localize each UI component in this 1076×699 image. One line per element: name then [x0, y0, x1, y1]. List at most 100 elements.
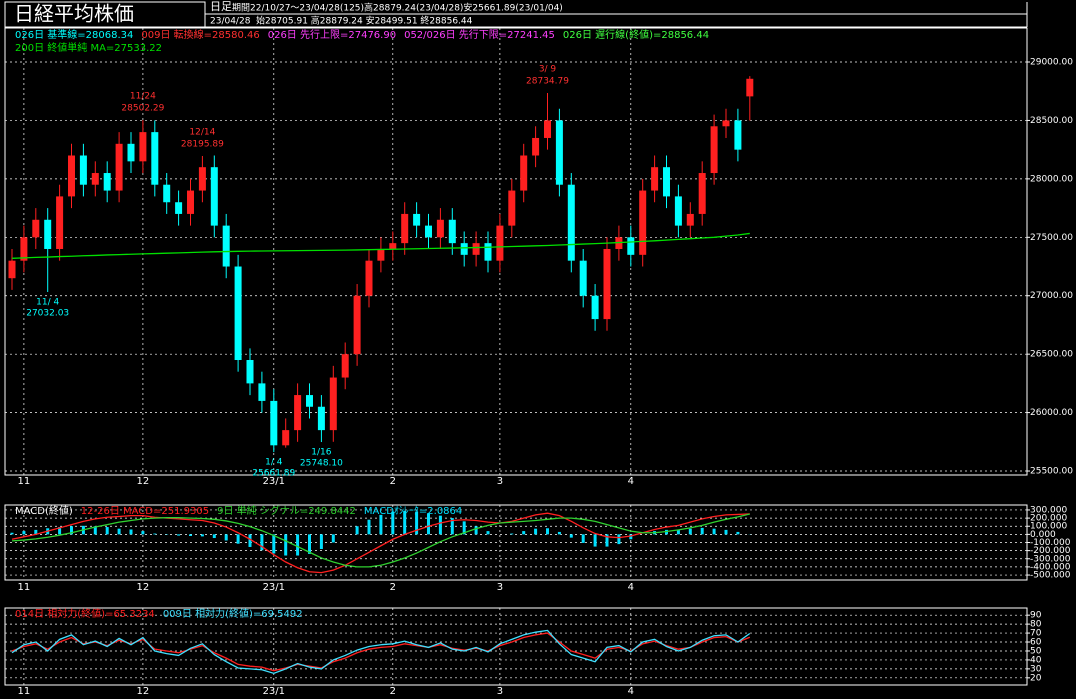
- candle-body: [674, 196, 682, 226]
- histogram-bar: [93, 526, 97, 535]
- candle-body: [401, 213, 409, 244]
- x-tick-label: 3: [497, 686, 503, 697]
- x-tick-label: 4: [628, 476, 634, 487]
- annotation-date: 12/14: [189, 127, 215, 137]
- histogram-bar: [415, 511, 419, 535]
- x-tick-label: 4: [628, 582, 634, 593]
- candle-body: [496, 225, 504, 261]
- x-tick-label: 23/1: [263, 686, 285, 697]
- histogram-bar: [712, 528, 716, 535]
- histogram-bar: [427, 513, 430, 535]
- y-tick-label: 26000.00: [1030, 408, 1073, 418]
- y-tick-label: 200.000: [1030, 514, 1067, 524]
- y-tick-label: 29000.00: [1030, 58, 1073, 68]
- candle-body: [365, 260, 373, 296]
- interval: 日足: [210, 0, 232, 13]
- y-tick-label: 28500.00: [1030, 116, 1073, 126]
- candle-body: [544, 120, 551, 138]
- y-tick-label: 50: [1030, 646, 1042, 656]
- annotation-date: 1/16: [311, 448, 331, 458]
- series-line: [11, 512, 750, 574]
- histogram-bar: [546, 528, 549, 535]
- legend-entry: 009日 相対力(終値)=69.5492: [163, 607, 303, 620]
- annotation-value: 28195.89: [181, 139, 224, 149]
- candle-body: [20, 237, 28, 261]
- histogram-bar: [70, 526, 73, 535]
- histogram-bar: [486, 531, 490, 535]
- histogram-bar: [319, 534, 323, 550]
- y-tick-label: -500.000: [1030, 571, 1071, 581]
- candle-body: [222, 225, 230, 267]
- candle-body: [746, 78, 754, 97]
- candle-body: [353, 295, 361, 355]
- x-tick-label: 4: [628, 686, 634, 697]
- legend-entry: 014日 相対力(終値)=65.3234: [15, 607, 155, 620]
- annotation-date: 11/24: [130, 92, 156, 102]
- histogram-bar: [355, 526, 359, 535]
- histogram-bar: [331, 534, 335, 543]
- histogram-bar: [129, 529, 133, 535]
- candle-body: [436, 219, 444, 238]
- histogram-bar: [617, 534, 621, 545]
- candle-body: [294, 395, 302, 431]
- x-tick-label: 12: [137, 686, 150, 697]
- y-tick-label: -400.000: [1030, 562, 1071, 572]
- candle-body: [329, 377, 337, 431]
- y-tick-label: 100.000: [1030, 522, 1067, 532]
- y-tick-label: 30: [1030, 664, 1042, 674]
- histogram-bar: [736, 531, 740, 535]
- candle-body: [710, 126, 718, 174]
- histogram-bar: [593, 534, 597, 547]
- candle-body: [8, 260, 16, 279]
- annotation-date: 3/ 9: [539, 65, 557, 75]
- candle-body: [425, 225, 432, 238]
- candle-body: [56, 196, 64, 249]
- x-tick-label: 23/1: [263, 476, 285, 487]
- candle-body: [567, 184, 575, 261]
- histogram-bar: [474, 526, 478, 535]
- histogram-bar: [117, 528, 121, 535]
- x-tick-label: 2: [390, 686, 396, 697]
- period: 期間22/10/27～23/04/28(125)高28879.24(23/04/…: [232, 2, 563, 14]
- histogram-bar: [200, 534, 204, 537]
- candle-body: [115, 143, 123, 191]
- histogram-bar: [557, 531, 561, 535]
- candle-body: [270, 400, 278, 446]
- histogram-bar: [688, 528, 692, 535]
- y-tick-label: -100.000: [1030, 538, 1071, 548]
- histogram-bar: [581, 534, 585, 543]
- x-tick-label: 11: [18, 686, 31, 697]
- histogram-bar: [724, 529, 728, 535]
- candle-body: [91, 173, 99, 185]
- x-tick-label: 11: [18, 476, 31, 487]
- candle-body: [603, 248, 611, 320]
- annotation-date: 1/ 4: [265, 458, 283, 468]
- x-tick-label: 3: [497, 582, 503, 593]
- candle-body: [127, 143, 135, 162]
- histogram-bar: [379, 514, 383, 535]
- candle-body: [579, 260, 587, 296]
- y-tick-label: 70: [1030, 629, 1042, 639]
- histogram-bar: [10, 532, 14, 535]
- histogram-bar: [296, 534, 300, 556]
- histogram-bar: [391, 511, 395, 535]
- chart-title: 日経平均株価: [14, 2, 134, 26]
- y-tick-label: 60: [1030, 638, 1042, 648]
- x-tick-label: 12: [137, 476, 150, 487]
- candle-body: [484, 243, 492, 261]
- histogram-bar: [224, 534, 228, 541]
- candle-body: [103, 173, 111, 191]
- x-tick-label: 12: [137, 582, 150, 593]
- candle-body: [639, 190, 647, 255]
- candle-body: [79, 155, 87, 185]
- histogram-bar: [403, 510, 407, 535]
- candle-body: [532, 137, 540, 156]
- candle-body: [258, 383, 266, 401]
- candle-body: [734, 120, 742, 150]
- y-tick-label: 300.000: [1030, 505, 1067, 515]
- candle-body: [187, 190, 194, 214]
- y-tick-label: -300.000: [1030, 554, 1071, 564]
- x-tick-label: 11: [18, 582, 31, 593]
- histogram-bar: [153, 533, 157, 535]
- legend-entry: 9日 単純 シグナル=249.8442: [217, 504, 356, 517]
